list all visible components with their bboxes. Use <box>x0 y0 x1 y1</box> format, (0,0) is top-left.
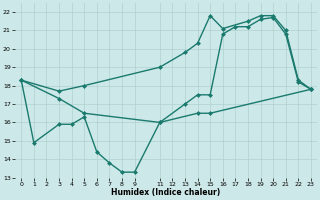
X-axis label: Humidex (Indice chaleur): Humidex (Indice chaleur) <box>111 188 221 197</box>
